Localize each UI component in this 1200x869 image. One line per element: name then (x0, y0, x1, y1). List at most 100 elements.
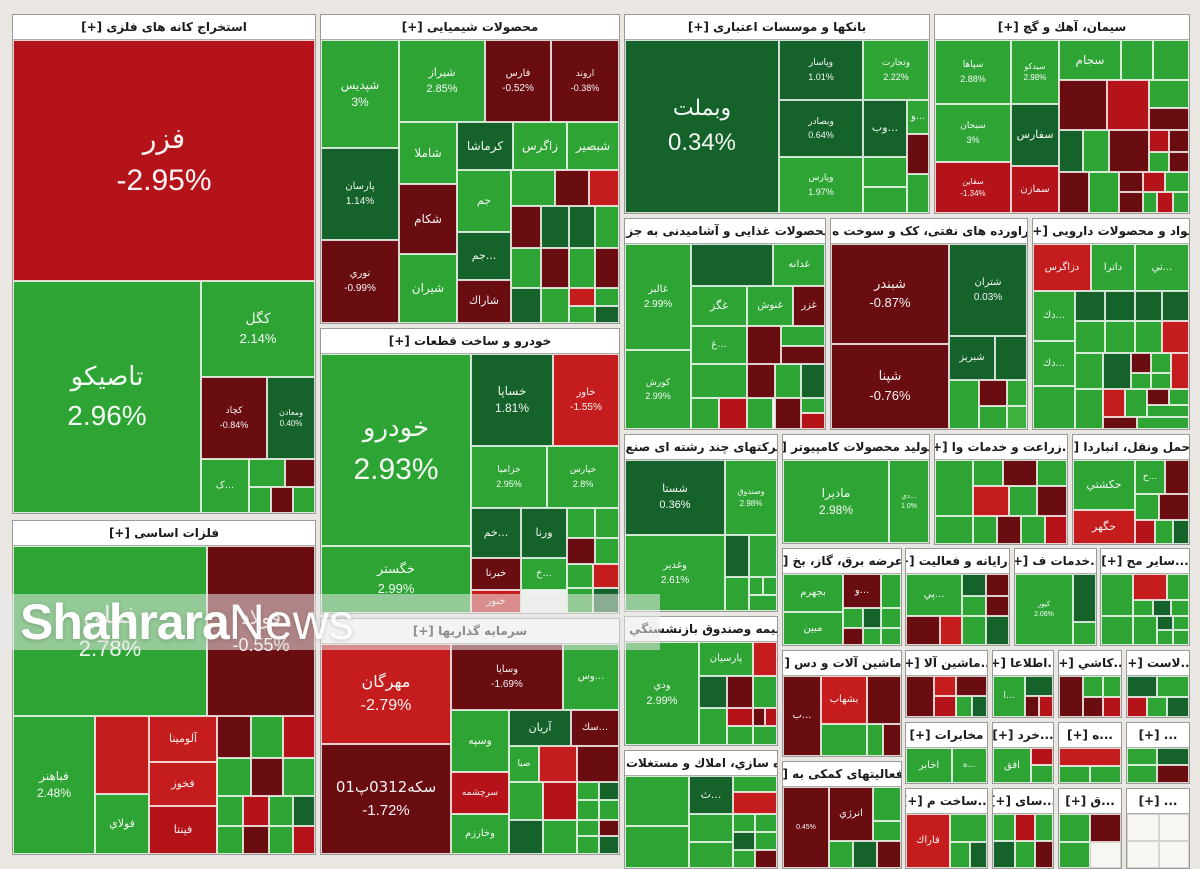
treemap-tile[interactable]: نوري -0.99% (321, 240, 399, 323)
treemap-tile[interactable] (595, 288, 619, 306)
treemap-tile[interactable] (1039, 696, 1053, 717)
sector-header[interactable]: خودرو و ساخت قطعات [+] (321, 329, 619, 354)
treemap-tile[interactable] (593, 588, 619, 613)
treemap-tile[interactable]: 0.45% (783, 787, 829, 868)
treemap-tile[interactable] (243, 826, 269, 854)
treemap-tile[interactable]: شپدیس 3% (321, 40, 399, 148)
treemap-tile[interactable] (1127, 748, 1157, 765)
treemap-tile[interactable] (843, 608, 863, 628)
treemap-tile[interactable] (511, 206, 541, 248)
treemap-tile[interactable]: وتجارت 2.22% (863, 40, 929, 100)
treemap-tile[interactable]: بشهاب (821, 676, 867, 724)
sector-header[interactable]: ...خرد [+] (993, 723, 1053, 748)
treemap-tile[interactable]: سفارس (1011, 104, 1059, 166)
treemap-tile[interactable]: ...ب (783, 676, 821, 756)
treemap-tile[interactable] (1035, 814, 1053, 841)
treemap-tile[interactable]: ودي 2.99% (625, 642, 699, 745)
treemap-tile[interactable] (747, 326, 781, 364)
treemap-tile[interactable] (555, 170, 589, 206)
treemap-tile[interactable] (577, 800, 599, 820)
treemap-tile[interactable] (577, 746, 619, 782)
treemap-tile[interactable] (569, 288, 595, 306)
treemap-tile[interactable] (727, 726, 753, 745)
treemap-tile[interactable] (747, 364, 775, 398)
treemap-tile[interactable] (1073, 574, 1096, 622)
treemap-tile[interactable] (1173, 520, 1189, 544)
treemap-tile[interactable] (539, 746, 577, 782)
treemap-tile[interactable] (589, 170, 619, 206)
treemap-tile[interactable] (569, 206, 595, 248)
sector-header[interactable]: انبوه سازي، املاك و مستغلات [+] (625, 751, 777, 776)
treemap-tile[interactable] (829, 841, 853, 868)
sector-header[interactable]: ...اطلاعا [+] (993, 651, 1053, 676)
treemap-tile[interactable] (1109, 130, 1149, 172)
treemap-tile[interactable] (541, 206, 569, 248)
treemap-tile[interactable] (1157, 630, 1173, 645)
treemap-tile[interactable]: ...جم (457, 232, 511, 280)
treemap-tile[interactable]: مبین (783, 612, 843, 645)
treemap-tile[interactable] (1125, 389, 1147, 417)
treemap-tile[interactable] (293, 487, 315, 513)
treemap-tile[interactable]: ...و (843, 574, 881, 608)
sector-header[interactable]: ...ق [+] (1059, 789, 1121, 814)
treemap-tile[interactable] (1169, 152, 1189, 172)
treemap-tile[interactable]: فخوز (149, 762, 217, 806)
treemap-tile[interactable] (973, 460, 1003, 486)
treemap-tile[interactable]: فملي 2.78% (13, 546, 207, 716)
treemap-tile[interactable]: سمازن (1011, 166, 1059, 213)
treemap-tile[interactable] (511, 288, 541, 323)
treemap-tile[interactable] (1103, 697, 1121, 717)
treemap-tile[interactable] (1147, 405, 1189, 417)
treemap-tile[interactable] (1033, 386, 1075, 429)
treemap-tile[interactable]: کگل 2.14% (201, 281, 315, 377)
treemap-tile[interactable] (691, 244, 773, 286)
treemap-tile[interactable]: ...غ (691, 326, 747, 364)
treemap-tile[interactable]: حکشتي (1073, 460, 1135, 510)
sector-header[interactable]: ...سای [+] (993, 789, 1053, 814)
treemap-tile[interactable] (1153, 600, 1171, 616)
treemap-tile[interactable] (1149, 108, 1189, 130)
treemap-tile[interactable] (973, 486, 1009, 516)
treemap-tile[interactable] (1131, 373, 1151, 389)
treemap-tile[interactable] (1135, 321, 1162, 353)
treemap-tile[interactable] (733, 776, 777, 792)
treemap-tile[interactable]: خودرو 2.93% (321, 354, 471, 546)
treemap-tile[interactable] (1173, 630, 1189, 645)
treemap-tile[interactable] (1075, 389, 1103, 429)
sector-header[interactable]: ...لاست [+] (1127, 651, 1189, 676)
treemap-tile[interactable]: ...خ (521, 558, 567, 590)
treemap-tile[interactable] (1103, 676, 1121, 697)
treemap-tile[interactable] (1101, 616, 1133, 645)
treemap-tile[interactable]: خساپا 1.81% (471, 354, 553, 446)
treemap-tile[interactable] (962, 616, 986, 645)
treemap-tile[interactable] (595, 508, 619, 538)
treemap-tile[interactable] (543, 820, 577, 854)
treemap-tile[interactable] (269, 826, 293, 854)
treemap-tile[interactable] (283, 716, 315, 758)
treemap-tile[interactable]: پارسیان (699, 642, 753, 676)
treemap-tile[interactable] (599, 800, 619, 820)
treemap-tile[interactable]: شبصیر (567, 122, 619, 170)
treemap-tile[interactable] (873, 821, 901, 841)
treemap-tile[interactable] (691, 398, 719, 429)
treemap-tile[interactable] (853, 841, 877, 868)
treemap-tile[interactable] (1149, 80, 1189, 108)
treemap-tile[interactable] (907, 134, 929, 174)
treemap-tile[interactable] (595, 306, 619, 323)
treemap-tile[interactable]: فباهنر 2.48% (13, 716, 95, 854)
treemap-tile[interactable] (689, 814, 733, 842)
treemap-tile[interactable] (625, 776, 689, 826)
treemap-tile[interactable] (699, 676, 727, 708)
treemap-tile[interactable]: شتران 0.03% (949, 244, 1027, 336)
treemap-tile[interactable] (691, 364, 747, 398)
treemap-tile[interactable] (95, 716, 149, 794)
treemap-tile[interactable] (1025, 676, 1053, 696)
treemap-tile[interactable] (877, 841, 901, 868)
treemap-tile[interactable] (1075, 353, 1103, 389)
treemap-tile[interactable] (1133, 574, 1167, 600)
treemap-tile[interactable] (511, 248, 541, 288)
sector-header[interactable]: ... [+] (1127, 789, 1189, 814)
treemap-tile[interactable] (1159, 841, 1189, 868)
treemap-tile[interactable] (986, 596, 1009, 616)
treemap-tile[interactable]: سجام (1059, 40, 1121, 80)
